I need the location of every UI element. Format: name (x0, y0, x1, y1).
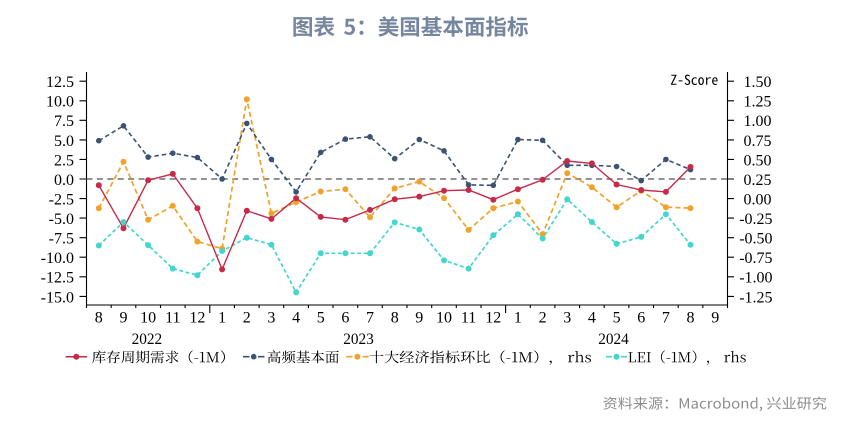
svg-text:9: 9 (415, 310, 423, 327)
svg-text:-2.5: -2.5 (49, 192, 74, 209)
svg-text:2: 2 (243, 310, 251, 327)
svg-text:-15.0: -15.0 (41, 289, 74, 306)
svg-text:5.0: 5.0 (54, 133, 74, 150)
svg-text:4: 4 (292, 310, 300, 327)
svg-text:2023: 2023 (343, 331, 374, 348)
svg-text:0.25: 0.25 (744, 172, 772, 189)
svg-text:3: 3 (267, 310, 275, 327)
svg-text:-0.75: -0.75 (739, 250, 772, 267)
svg-text:0.00: 0.00 (744, 192, 772, 209)
svg-text:0.75: 0.75 (744, 133, 772, 150)
svg-text:3: 3 (563, 310, 571, 327)
svg-text:1.00: 1.00 (744, 113, 772, 130)
svg-text:7.5: 7.5 (54, 113, 74, 130)
svg-text:8: 8 (687, 310, 695, 327)
svg-text:2024: 2024 (598, 331, 629, 348)
svg-text:0.50: 0.50 (744, 152, 772, 169)
svg-text:8: 8 (95, 310, 103, 327)
svg-text:-12.5: -12.5 (41, 270, 74, 287)
svg-text:12.5: 12.5 (46, 74, 74, 91)
svg-text:-1.25: -1.25 (739, 289, 772, 306)
svg-text:11: 11 (461, 310, 476, 327)
svg-text:9: 9 (120, 310, 128, 327)
svg-text:2: 2 (539, 310, 547, 327)
svg-text:9: 9 (711, 310, 719, 327)
svg-text:1: 1 (218, 310, 226, 327)
svg-text:1.50: 1.50 (744, 74, 772, 91)
svg-text:5: 5 (317, 310, 325, 327)
svg-text:-0.50: -0.50 (739, 231, 772, 248)
svg-text:2022: 2022 (132, 331, 163, 348)
svg-text:6: 6 (341, 310, 349, 327)
svg-text:1.25: 1.25 (744, 94, 772, 111)
svg-text:2.5: 2.5 (54, 152, 74, 169)
svg-text:10.0: 10.0 (46, 94, 74, 111)
svg-text:0.0: 0.0 (54, 172, 74, 189)
svg-text:12: 12 (189, 310, 205, 327)
svg-text:-5.0: -5.0 (49, 211, 74, 228)
svg-text:-10.0: -10.0 (41, 250, 74, 267)
svg-text:11: 11 (165, 310, 180, 327)
svg-text:-1.00: -1.00 (739, 270, 772, 287)
svg-text:7: 7 (366, 310, 374, 327)
svg-text:4: 4 (588, 310, 596, 327)
svg-text:7: 7 (662, 310, 670, 327)
svg-text:-0.25: -0.25 (739, 211, 772, 228)
svg-text:5: 5 (613, 310, 621, 327)
svg-text:12: 12 (485, 310, 501, 327)
svg-text:6: 6 (637, 310, 645, 327)
svg-text:10: 10 (436, 310, 452, 327)
svg-text:8: 8 (391, 310, 399, 327)
svg-text:-7.5: -7.5 (49, 231, 74, 248)
svg-text:1: 1 (514, 310, 522, 327)
svg-text:10: 10 (140, 310, 156, 327)
